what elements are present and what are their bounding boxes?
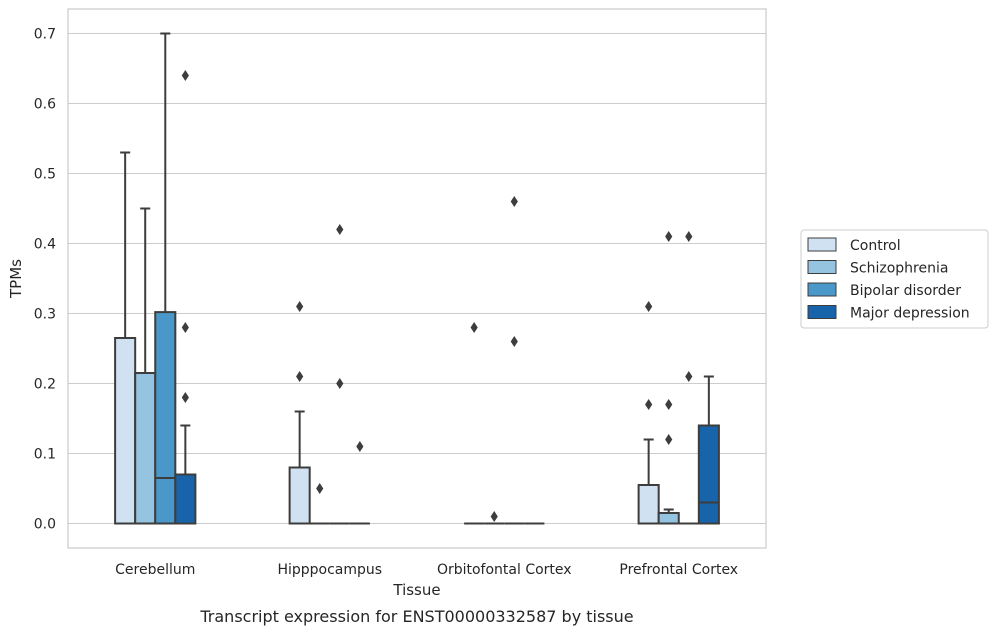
y-axis-ticks: 0.0 0.1 0.2 0.3 0.4 0.5 0.6 0.7 xyxy=(34,27,56,533)
legend-item: Schizophrenia xyxy=(807,260,948,277)
x-tick-label: Prefrontal Cortex xyxy=(619,562,738,578)
box xyxy=(504,196,525,525)
box xyxy=(697,375,720,525)
outlier-point xyxy=(685,371,693,382)
x-tick-label: Hipppocampus xyxy=(277,562,382,578)
box xyxy=(484,511,505,525)
y-axis-label: TPMs xyxy=(7,259,25,299)
outlier-point xyxy=(316,483,324,494)
box xyxy=(134,207,157,525)
outlier-point xyxy=(645,301,653,312)
outlier-point xyxy=(336,224,344,235)
legend-item: Control xyxy=(807,237,901,254)
box xyxy=(329,224,350,525)
box xyxy=(349,441,370,525)
box-body xyxy=(174,473,197,525)
legend-item: Bipolar disorder xyxy=(807,282,961,299)
legend-item: Major depression xyxy=(807,305,970,322)
box-body xyxy=(637,484,660,525)
y-tick-label: 0.1 xyxy=(34,447,56,463)
legend-frame xyxy=(800,229,989,329)
legend-swatch xyxy=(807,260,837,274)
outlier-point xyxy=(181,322,189,333)
outlier-point xyxy=(181,392,189,403)
legend-label: Schizophrenia xyxy=(850,261,948,277)
y-tick-label: 0.7 xyxy=(34,27,56,43)
box-body xyxy=(657,512,680,525)
legend-label: Control xyxy=(850,238,901,254)
box-group xyxy=(114,32,197,525)
legend-swatch xyxy=(807,282,837,297)
y-tick-label: 0.5 xyxy=(34,167,56,183)
box-group xyxy=(288,224,370,525)
outlier-point xyxy=(510,196,518,207)
box-group xyxy=(464,196,545,525)
box-body xyxy=(134,372,157,525)
outlier-point xyxy=(645,399,653,410)
box-body xyxy=(697,424,720,525)
y-tick-label: 0.0 xyxy=(34,517,56,533)
outlier-point xyxy=(296,371,304,382)
box-body xyxy=(154,311,177,525)
grid-lines xyxy=(68,32,766,525)
box xyxy=(114,151,137,525)
legend-swatch xyxy=(807,305,837,319)
outlier-point xyxy=(336,378,344,389)
y-tick-label: 0.4 xyxy=(34,237,56,253)
outlier-point xyxy=(490,511,498,522)
box xyxy=(678,231,699,525)
outlier-point xyxy=(181,70,189,81)
y-tick-label: 0.2 xyxy=(34,377,56,393)
box xyxy=(288,301,311,525)
box xyxy=(464,322,485,525)
outlier-point xyxy=(665,434,673,445)
outlier-point xyxy=(470,322,478,333)
box xyxy=(174,70,197,525)
outlier-point xyxy=(356,441,364,452)
outlier-point xyxy=(665,399,673,410)
box-groups xyxy=(114,32,720,525)
y-tick-label: 0.3 xyxy=(34,307,56,323)
x-tick-label: Orbitofontal Cortex xyxy=(437,562,572,578)
plot-frame xyxy=(67,8,767,549)
x-axis-label: Tissue xyxy=(392,581,440,599)
box xyxy=(657,231,680,525)
outlier-point xyxy=(296,301,304,312)
legend-label: Bipolar disorder xyxy=(850,283,961,299)
box xyxy=(637,301,660,525)
chart-caption: Transcript expression for ENST0000033258… xyxy=(199,607,633,626)
legend-swatch xyxy=(807,237,837,252)
x-axis-ticks: Cerebellum Hipppocampus Orbitofontal Corte… xyxy=(115,562,738,578)
box-body xyxy=(114,337,137,525)
y-tick-label: 0.6 xyxy=(34,97,56,113)
outlier-point xyxy=(510,336,518,347)
outlier-point xyxy=(685,231,693,242)
box xyxy=(309,483,330,525)
legend-items: Control Schizophrenia Bipolar disorder Majo… xyxy=(807,237,970,322)
box-body xyxy=(288,466,311,525)
outlier-point xyxy=(665,231,673,242)
box xyxy=(154,32,177,525)
x-tick-label: Cerebellum xyxy=(115,562,195,578)
legend: Control Schizophrenia Bipolar disorder Majo… xyxy=(800,229,989,329)
legend-label: Major depression xyxy=(850,306,970,322)
box-group xyxy=(637,231,720,525)
